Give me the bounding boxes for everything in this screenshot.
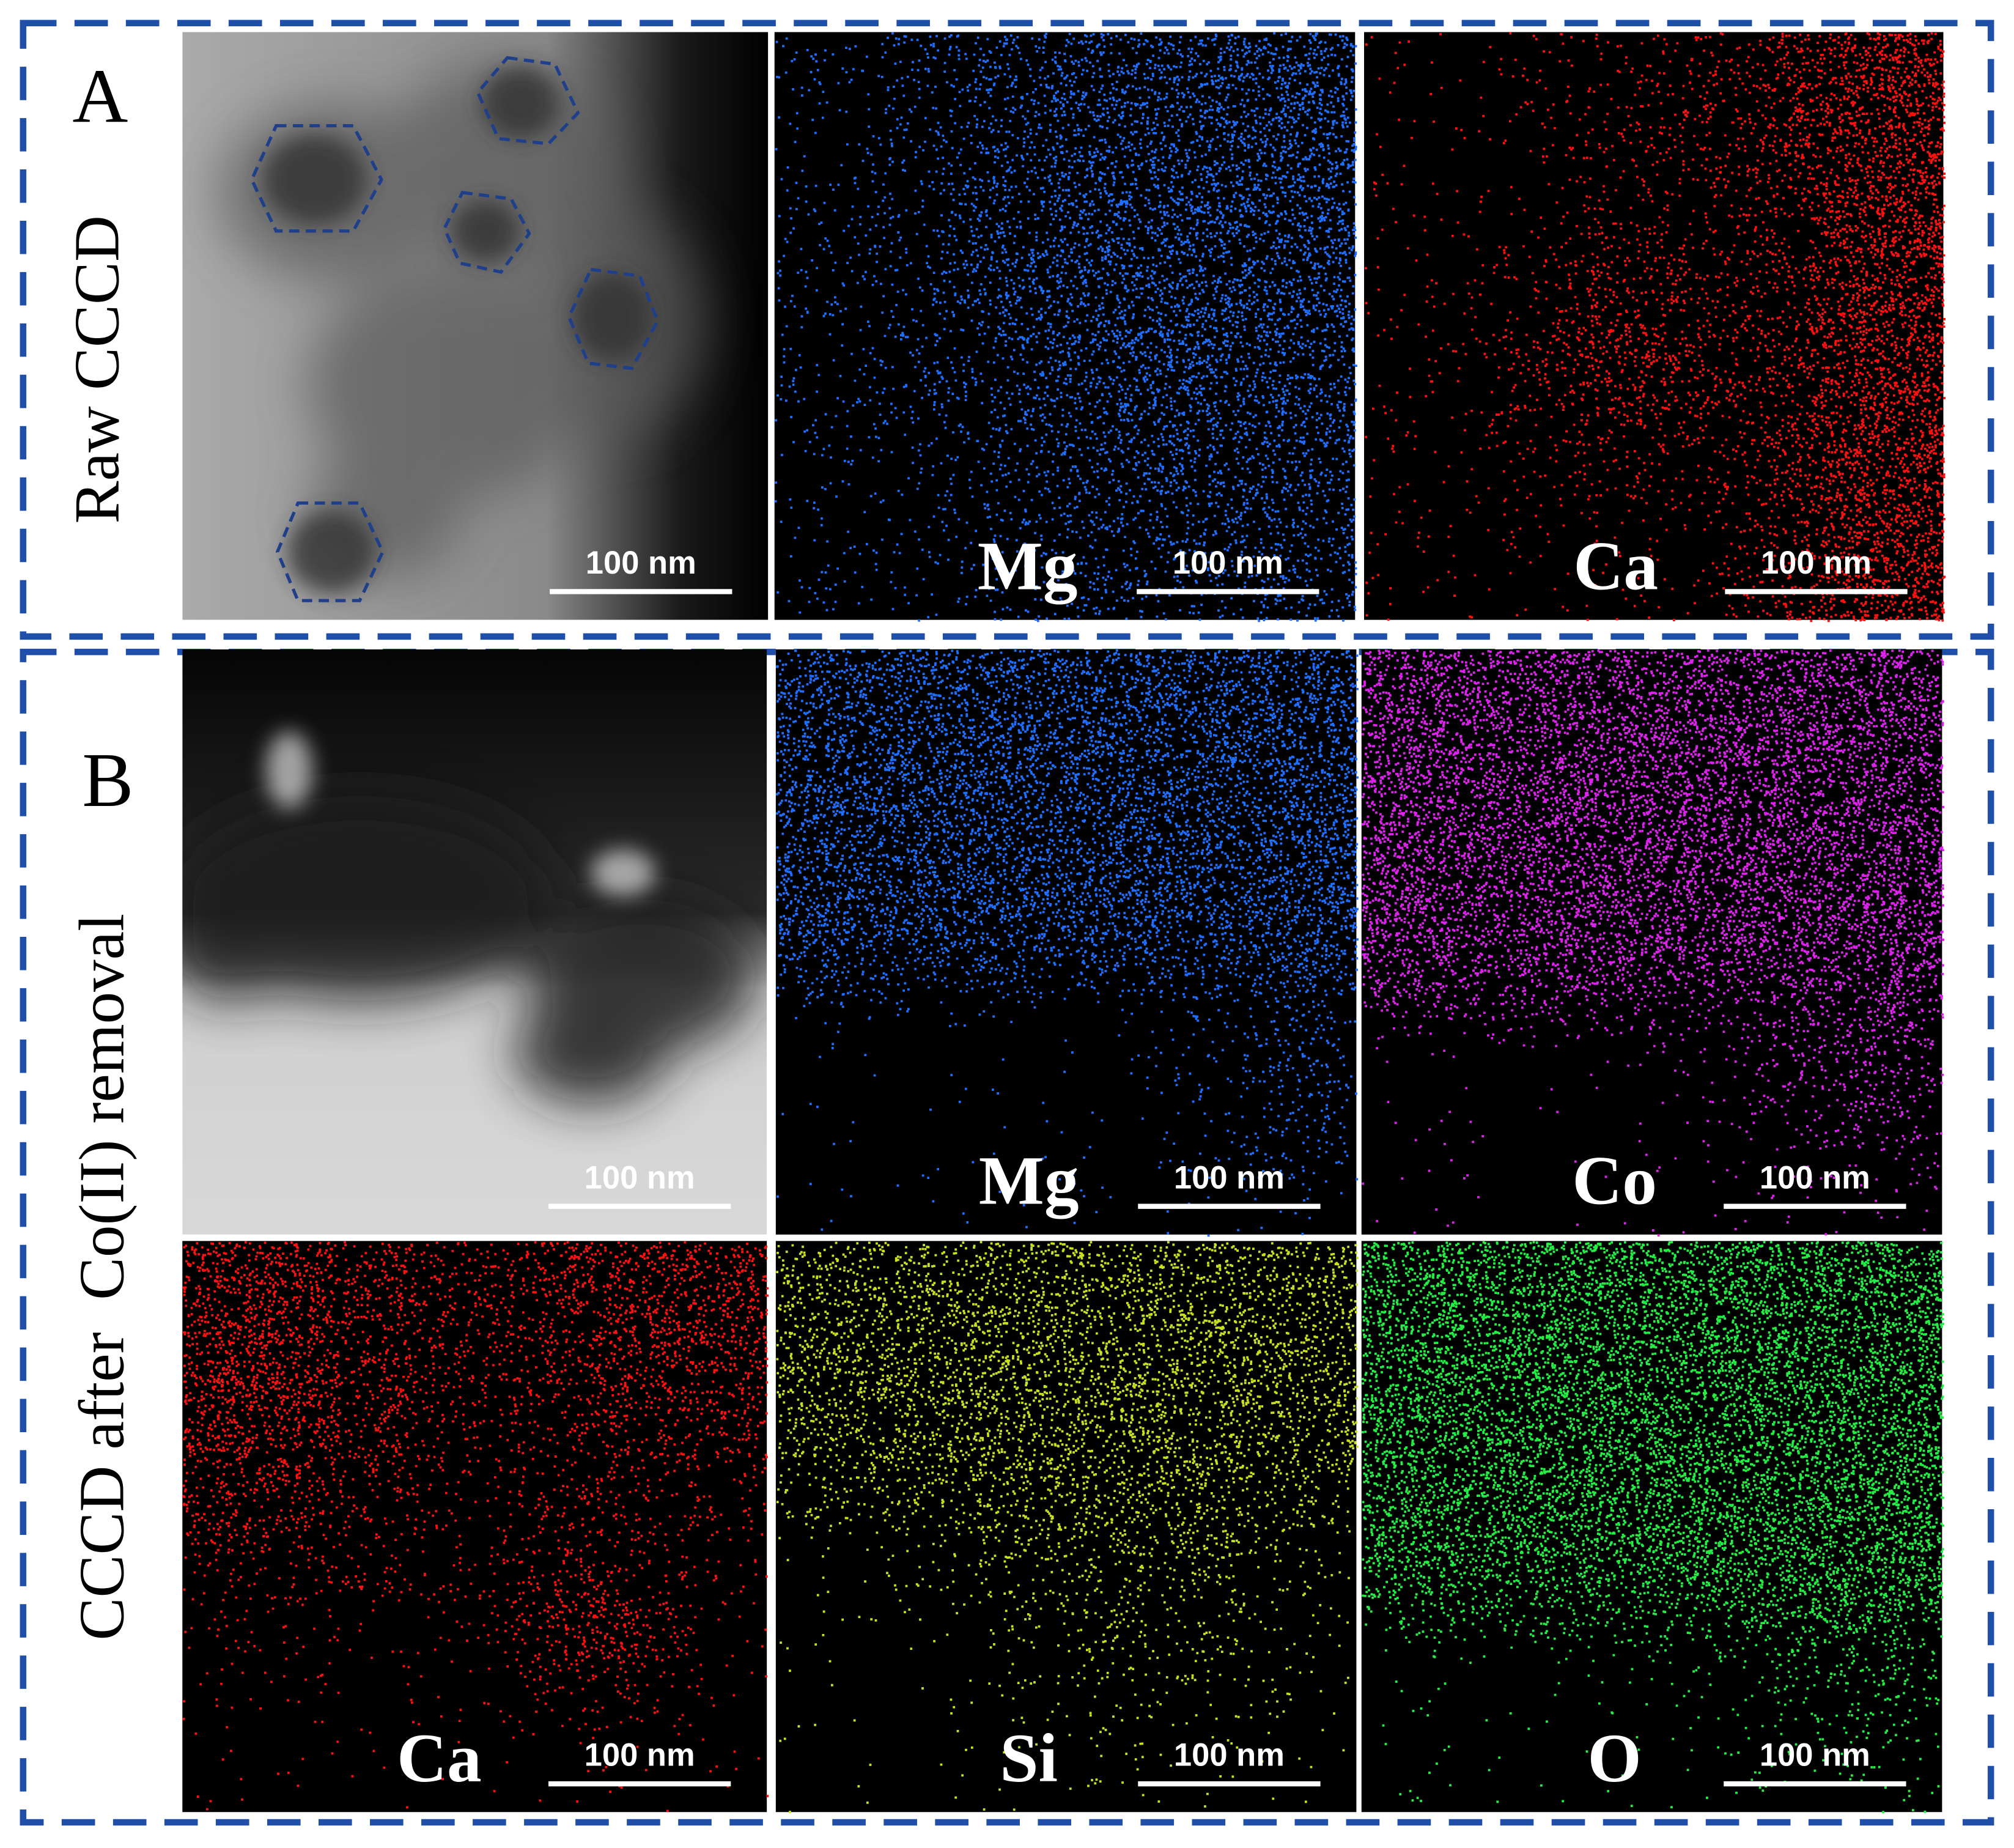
image-panel: 100 nm O [1361,1241,1944,1814]
element-label: Mg [978,527,1078,604]
element-label: Mg [979,1142,1079,1219]
element-dots [1362,649,1945,1237]
image-panel: 100 nm Mg [774,32,1357,623]
image-panel: 100 nm [550,545,732,594]
image-panel: 100 nm Si [775,1241,1359,1813]
tem-image-a [182,32,769,620]
image-panel: 100 nm Co [1361,649,1945,1237]
element-label: O [1588,1720,1642,1797]
element-dots [182,1241,769,1813]
scale-bar-label: 100 nm [586,545,696,581]
image-panel: 100 nm Ca [182,1241,769,1813]
side-text: Raw CCCD [61,215,132,523]
element-label: Co [1572,1142,1657,1219]
element-dots [1365,32,1946,623]
tem-image-b [182,649,767,1235]
scale-bar-label: 100 nm [1760,1737,1870,1773]
image-panel: 100 nm [548,1159,731,1209]
element-label: Ca [397,1720,482,1797]
image-panel: 100 nm Mg [775,649,1359,1237]
scale-bar-label: 100 nm [585,1159,695,1196]
element-label: Si [1000,1720,1058,1797]
scale-bar-label: 100 nm [585,1737,695,1773]
image-panel: 100 nm Ca [1364,32,1946,623]
element-dots [776,649,1359,1237]
element-dots [774,32,1357,623]
side-text: CCCD after Co(II) removal [66,914,138,1641]
scale-bar-label: 100 nm [1761,545,1872,581]
scale-bar-label: 100 nm [1174,1159,1285,1196]
panel-a-frame [20,20,1994,640]
scale-bar-label: 100 nm [1173,545,1283,581]
element-label: Ca [1573,527,1658,604]
element-dots [776,1241,1359,1813]
scale-bar-label: 100 nm [1174,1737,1285,1773]
panel-label: A [72,54,128,139]
panel-label: B [82,738,133,823]
scale-bar-label: 100 nm [1760,1159,1870,1196]
